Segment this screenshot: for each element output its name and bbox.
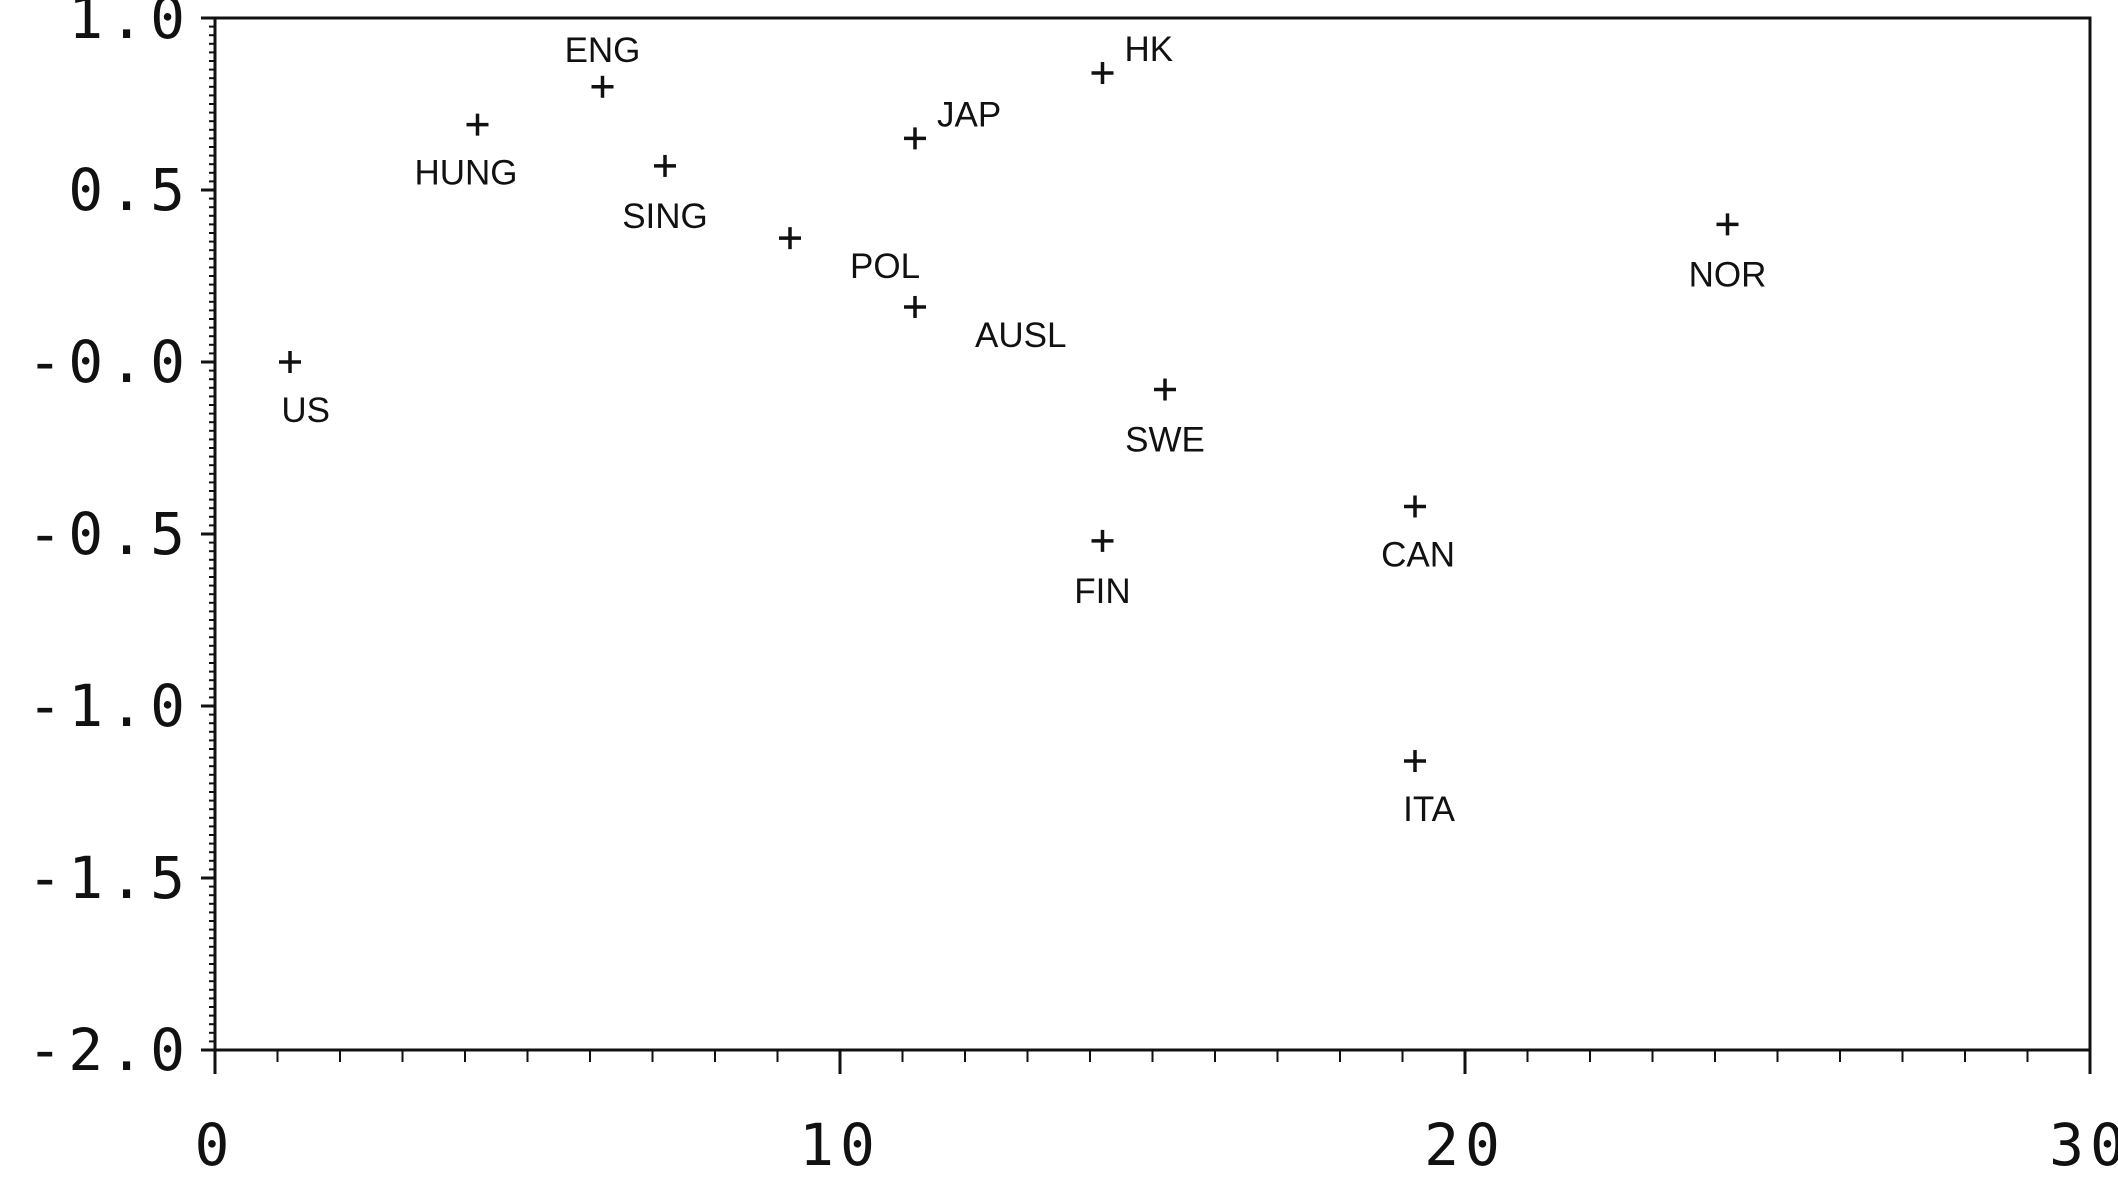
point-label: NOR [1689,255,1767,294]
y-tick-label: -1.5 [27,844,191,912]
point-label: JAP [937,95,1001,134]
data-point-can: CAN [1381,495,1455,574]
y-tick-label: -2.0 [27,1016,191,1084]
y-tick-label: -0.5 [27,500,191,568]
x-tick-label: 0 [195,1111,236,1179]
point-label: HK [1125,30,1174,69]
point-label: FIN [1074,572,1130,611]
point-label: ENG [565,31,641,70]
y-tick-label: 1.0 [68,0,191,52]
y-axis: 1.0 0.5 -0.0 -0.5 -1.0 -1.5 -2.0 [27,0,215,1084]
data-point-jap: JAP [904,95,1001,150]
data-point-hk: HK [1091,30,1174,85]
point-label: SING [622,197,708,236]
point-label: CAN [1381,535,1455,574]
point-label: US [281,391,330,430]
point-label: AUSL [975,316,1066,355]
y-tick-label: -1.0 [27,672,191,740]
data-point-ita: ITA [1403,750,1456,829]
point-label: SWE [1125,421,1205,460]
x-tick-label: 30 [2049,1111,2118,1179]
data-point-swe: SWE [1125,378,1205,460]
data-point-sing: SING [622,154,708,236]
x-axis: 0 10 20 30 [195,1050,2118,1179]
point-label: HUNG [414,154,517,193]
y-tick-label: 0.5 [68,156,191,224]
x-tick-label: 10 [799,1111,881,1179]
data-point-eng: ENG [565,31,641,98]
data-point-us: US [279,351,330,430]
y-tick-label: -0.0 [27,328,191,396]
data-point-pol: POL [779,227,920,286]
data-point-fin: FIN [1074,529,1131,611]
data-point-hung: HUNG [414,113,518,193]
data-point-ausl: AUSL [904,295,1066,355]
data-points: US HUNG ENG SING POL JAP AUSL HK SWE FIN CAN ITA NOR [279,30,1766,829]
point-label: POL [850,247,920,286]
x-tick-label: 20 [1424,1111,1506,1179]
point-label: ITA [1403,790,1456,829]
data-point-nor: NOR [1689,213,1767,294]
